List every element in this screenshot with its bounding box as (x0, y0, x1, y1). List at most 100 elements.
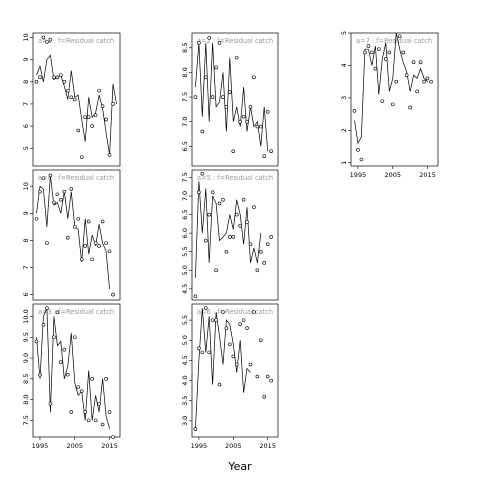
y-tick-label: 8.0 (181, 67, 189, 77)
data-point (397, 34, 402, 39)
data-point (415, 89, 419, 94)
data-point (193, 95, 198, 99)
strip-label: a=6 : f=Residual catch (197, 308, 273, 316)
data-point (104, 241, 108, 245)
data-point (34, 339, 39, 344)
data-point (107, 153, 112, 157)
data-point (41, 176, 46, 180)
data-point (383, 57, 388, 61)
panel-6: a=6 : f=Residual catch 3.0 3.5 4.0 4.5 5.0 5.5… (181, 303, 279, 450)
data-point (269, 149, 273, 154)
y-tick-label: 5.5 (181, 315, 189, 325)
data-point (111, 292, 115, 297)
data-point (217, 382, 222, 387)
y-tick-label: 8.5 (181, 43, 189, 53)
data-point (55, 310, 60, 315)
data-point (248, 242, 253, 247)
y-tick-label: 6 (22, 293, 30, 297)
data-point (221, 197, 225, 202)
x-tick-label: 2005 (384, 171, 401, 179)
y-tick-label: 8.0 (22, 394, 30, 404)
data-point (55, 75, 60, 80)
y-tick-label: 3.5 (181, 396, 189, 406)
y-tick-label: 4.5 (181, 284, 189, 294)
data-point (97, 244, 101, 248)
y-tick-label: 4.5 (181, 355, 189, 365)
y-tick-label: 7 (22, 102, 30, 106)
y-tick-label: 5.0 (181, 265, 189, 275)
panel-3: a=3 : f=Residual catch 7.5 8.0 8.5 9.0 9.5 10.… (22, 303, 121, 450)
data-point (48, 401, 53, 406)
data-point (86, 219, 91, 224)
data-point (38, 372, 42, 377)
data-point (83, 244, 87, 248)
data-point (210, 318, 215, 322)
panel-frame (191, 32, 279, 167)
data-point (231, 149, 236, 154)
data-point (224, 249, 229, 254)
data-point (363, 50, 367, 55)
data-point (234, 55, 239, 60)
data-point (252, 75, 256, 80)
data-point (93, 241, 98, 245)
y-tick-label: 7.0 (181, 191, 189, 201)
y-tick-label: 5 (340, 31, 348, 35)
data-point (76, 216, 81, 221)
series-line (36, 54, 117, 155)
data-point (373, 66, 378, 71)
data-point (62, 189, 67, 194)
strip-label: a=7 : f=Residual catch (356, 37, 432, 45)
data-point (83, 115, 87, 120)
data-point (34, 79, 39, 84)
data-point (200, 171, 205, 176)
data-point (425, 76, 430, 81)
data-point (41, 35, 46, 40)
data-point (107, 410, 112, 414)
x-tick-label: 2015 (101, 442, 118, 450)
data-point (241, 114, 246, 119)
data-point (86, 115, 91, 120)
data-point (69, 187, 74, 191)
y-tick-label: 10 (22, 182, 30, 190)
data-point (76, 385, 81, 389)
y-tick-label: 9 (22, 211, 30, 215)
data-point (100, 104, 105, 108)
data-point (72, 335, 77, 340)
data-point (200, 129, 205, 134)
data-point (210, 95, 215, 99)
data-point (228, 90, 232, 94)
data-point (62, 79, 67, 84)
data-point (214, 318, 218, 322)
y-tick-label: 5.5 (181, 247, 189, 257)
data-point (252, 310, 256, 314)
data-point (269, 235, 273, 239)
data-point (79, 257, 84, 262)
series-line (36, 308, 110, 429)
data-point (214, 65, 218, 70)
data-point (404, 73, 409, 77)
y-tick-label: 4 (340, 63, 348, 67)
data-point (38, 75, 42, 80)
data-point (234, 362, 239, 367)
strip-label: a=1 : f=Residual catch (38, 37, 114, 45)
data-point (228, 235, 232, 239)
data-point (203, 238, 208, 243)
y-tick-label: 7 (22, 265, 30, 269)
panel-frame (350, 32, 439, 167)
x-tick-label: 1995 (32, 442, 49, 450)
data-point (59, 197, 63, 202)
panel-5: a=5 : f=Residual catch 4.5 5.0 5.5 6.0 6.5 7.0… (181, 169, 279, 301)
y-tick-label: 9.0 (22, 353, 30, 363)
data-point (245, 326, 249, 330)
data-point (265, 374, 270, 379)
y-tick-label: 3 (340, 96, 348, 100)
x-tick-label: 2015 (259, 442, 276, 450)
y-tick-label: 9.5 (22, 332, 30, 342)
data-point (224, 326, 229, 330)
data-point (100, 422, 105, 427)
data-point (59, 360, 63, 364)
strip-label: a=4 : f=Residual catch (38, 174, 114, 182)
x-tick-label: 2005 (225, 442, 242, 450)
data-point (258, 124, 263, 129)
